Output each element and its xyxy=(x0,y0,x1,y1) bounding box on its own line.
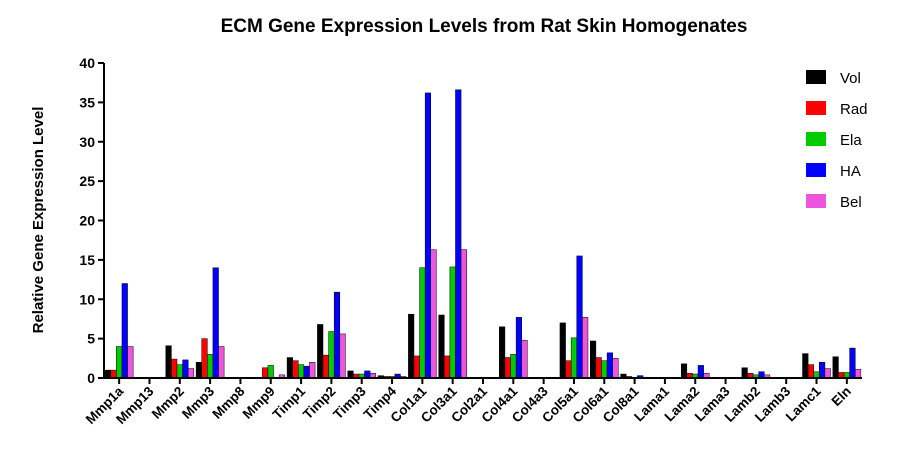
bar-bel-lamc1 xyxy=(824,368,831,379)
bar-rad-mmp9 xyxy=(262,367,269,379)
x-ticks-layer: Mmp1aMmp13Mmp2Mmp3Mmp8Mmp9Timp1Timp2Timp… xyxy=(83,378,854,427)
bar-rad-col1a1 xyxy=(413,355,420,379)
bar-ha-mmp3 xyxy=(212,267,219,379)
bar-vol-timp2 xyxy=(317,324,324,379)
bar-ela-col5a1 xyxy=(570,337,578,379)
legend: Vol Rad Ela HA Bel xyxy=(806,70,868,211)
bar-vol-mmp1a xyxy=(104,369,112,379)
bar-ela-mmp9 xyxy=(267,365,274,379)
bars-layer xyxy=(104,89,862,379)
legend-label-rad: Rad xyxy=(840,101,868,118)
bar-rad-mmp1a xyxy=(110,369,117,379)
bar-bel-col5a1 xyxy=(582,317,589,379)
y-axis-label: Relative Gene Expression Level xyxy=(30,107,47,334)
legend-label-ha: HA xyxy=(840,163,861,180)
bar-vol-mmp2 xyxy=(165,345,172,379)
bar-vol-timp3 xyxy=(347,370,354,379)
legend-swatch-ha xyxy=(806,163,826,177)
bar-vol-col6a1 xyxy=(590,340,597,379)
bar-ha-mmp1a xyxy=(121,283,128,379)
legend-swatch-ela xyxy=(806,132,826,146)
bar-ha-mmp2 xyxy=(182,359,189,379)
x-tick-label: Timp2 xyxy=(300,384,339,423)
bar-ela-timp2 xyxy=(328,331,335,379)
bar-ela-col4a1 xyxy=(510,354,517,379)
y-tick-label: 40 xyxy=(79,55,95,71)
x-tick-label: Lamc1 xyxy=(783,383,824,424)
bar-bel-eln xyxy=(854,369,862,379)
bar-ela-col6a1 xyxy=(601,360,608,379)
bar-ha-col4a1 xyxy=(515,317,522,379)
bar-vol-col5a1 xyxy=(559,322,566,379)
bar-rad-timp2 xyxy=(322,354,329,379)
legend-swatch-bel xyxy=(806,194,826,208)
bar-bel-col4a1 xyxy=(521,339,528,379)
bar-bel-mmp3 xyxy=(218,346,225,379)
bar-ela-timp1 xyxy=(298,364,305,379)
chart-title: ECM Gene Expression Levels from Rat Skin… xyxy=(221,16,748,37)
bar-ha-lamc1 xyxy=(819,362,826,379)
y-tick-label: 25 xyxy=(79,173,95,189)
bar-bel-col6a1 xyxy=(612,358,619,379)
bar-ela-mmp3 xyxy=(207,354,214,379)
bar-ela-col3a1 xyxy=(449,266,456,379)
bar-vol-timp1 xyxy=(286,357,293,379)
bar-rad-mmp3 xyxy=(201,338,208,379)
bar-bel-col1a1 xyxy=(430,249,437,379)
y-tick-label: 0 xyxy=(87,370,95,386)
bar-rad-lamc1 xyxy=(807,364,814,379)
bar-ha-timp2 xyxy=(333,291,341,379)
bar-ha-col5a1 xyxy=(576,255,583,379)
x-tick-label: Timp1 xyxy=(270,383,309,422)
y-tick-label: 35 xyxy=(79,94,95,110)
bar-vol-mmp3 xyxy=(195,362,202,379)
bar-ela-col1a1 xyxy=(419,267,426,379)
bar-vol-lamc1 xyxy=(802,353,809,379)
bar-ha-eln xyxy=(849,347,856,379)
bar-rad-timp1 xyxy=(292,360,299,379)
bar-rad-col3a1 xyxy=(444,355,451,379)
bar-vol-lamb2 xyxy=(741,367,748,379)
bar-bel-col3a1 xyxy=(460,249,467,379)
y-tick-label: 20 xyxy=(79,213,95,229)
bar-bel-timp2 xyxy=(339,333,346,379)
x-tick-label: Mmp8 xyxy=(209,383,248,422)
legend-label-bel: Bel xyxy=(840,194,862,211)
bar-ela-mmp1a xyxy=(116,346,123,379)
bar-rad-mmp2 xyxy=(171,358,178,379)
y-tick-label: 15 xyxy=(79,252,95,268)
bar-ha-col6a1 xyxy=(606,352,613,379)
bar-ha-col1a1 xyxy=(424,92,432,379)
bar-vol-col1a1 xyxy=(408,313,415,379)
legend-swatch-vol xyxy=(806,70,826,84)
x-tick-label: Mmp3 xyxy=(179,383,218,422)
legend-label-ela: Ela xyxy=(840,132,862,149)
bar-bel-timp1 xyxy=(309,362,316,379)
legend-label-vol: Vol xyxy=(840,70,861,87)
bar-vol-lama2 xyxy=(680,363,688,379)
bar-vol-col3a1 xyxy=(438,314,445,379)
x-tick-label: Timp3 xyxy=(330,383,369,422)
bar-ela-mmp2 xyxy=(176,364,183,379)
bar-vol-col4a1 xyxy=(499,326,506,379)
y-tick-label: 10 xyxy=(79,291,95,307)
legend-swatch-rad xyxy=(806,101,826,115)
x-tick-label: Eln xyxy=(828,384,853,409)
y-tick-label: 5 xyxy=(87,331,95,347)
bar-rad-col6a1 xyxy=(595,357,602,379)
bar-ha-timp3 xyxy=(364,370,371,379)
y-ticks-layer: 0 5 10 15 20 25 30 35 40 xyxy=(79,55,104,386)
bar-bel-mmp1a xyxy=(127,346,134,379)
x-tick-label: Mmp9 xyxy=(240,384,278,422)
bar-rad-col5a1 xyxy=(565,360,572,379)
y-tick-label: 30 xyxy=(79,134,95,150)
x-tick-label: Mmp2 xyxy=(149,384,187,422)
bar-ha-col3a1 xyxy=(455,89,462,379)
bar-rad-col4a1 xyxy=(504,357,511,379)
bar-vol-eln xyxy=(832,356,839,379)
bar-ha-timp1 xyxy=(303,365,310,379)
bar-bel-mmp2 xyxy=(187,368,195,379)
bar-ha-lama2 xyxy=(697,365,704,379)
